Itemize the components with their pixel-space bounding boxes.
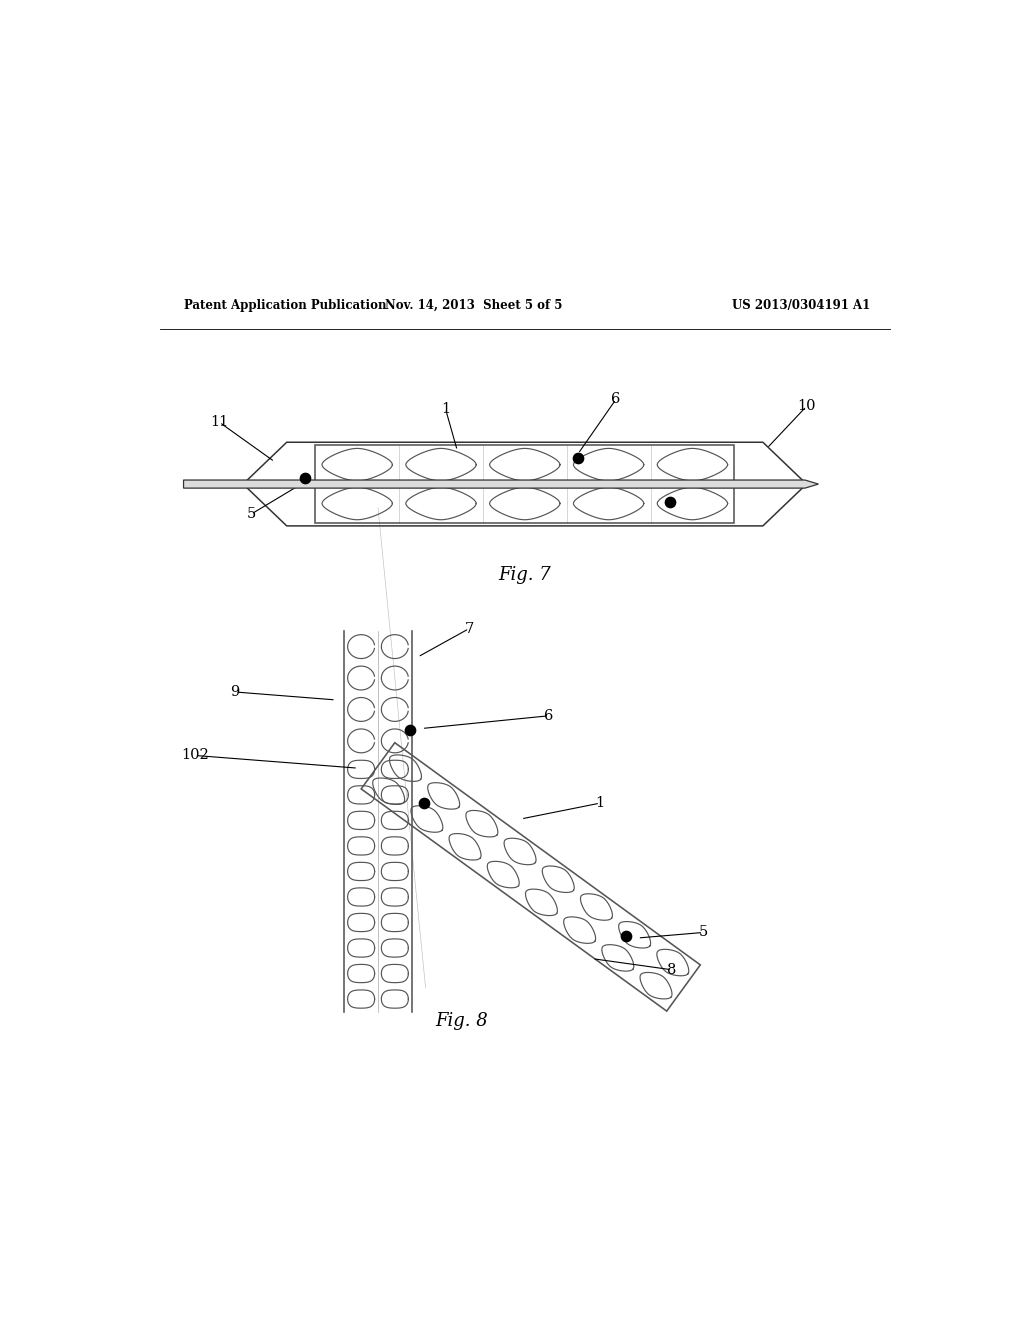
- Text: 102: 102: [181, 748, 209, 763]
- Text: Nov. 14, 2013  Sheet 5 of 5: Nov. 14, 2013 Sheet 5 of 5: [385, 300, 562, 312]
- Text: Patent Application Publication: Patent Application Publication: [183, 300, 386, 312]
- Polygon shape: [183, 480, 818, 488]
- Text: 6: 6: [544, 709, 553, 723]
- Text: 11: 11: [210, 416, 228, 429]
- Text: 8: 8: [667, 962, 676, 977]
- Text: 5: 5: [698, 925, 708, 940]
- Text: US 2013/0304191 A1: US 2013/0304191 A1: [732, 300, 870, 312]
- Point: [618, 925, 635, 946]
- Text: 6: 6: [611, 392, 621, 407]
- Text: 9: 9: [230, 685, 240, 700]
- Text: 7: 7: [465, 622, 474, 635]
- Text: 1: 1: [441, 401, 450, 416]
- Text: 5: 5: [247, 507, 256, 521]
- Point: [569, 447, 586, 469]
- Text: Fig. 7: Fig. 7: [499, 566, 551, 585]
- Point: [297, 467, 313, 488]
- Point: [401, 719, 418, 741]
- Text: 10: 10: [798, 399, 816, 413]
- Point: [416, 792, 432, 813]
- Point: [662, 492, 678, 513]
- Text: 1: 1: [596, 796, 605, 810]
- Text: Fig. 8: Fig. 8: [435, 1012, 487, 1031]
